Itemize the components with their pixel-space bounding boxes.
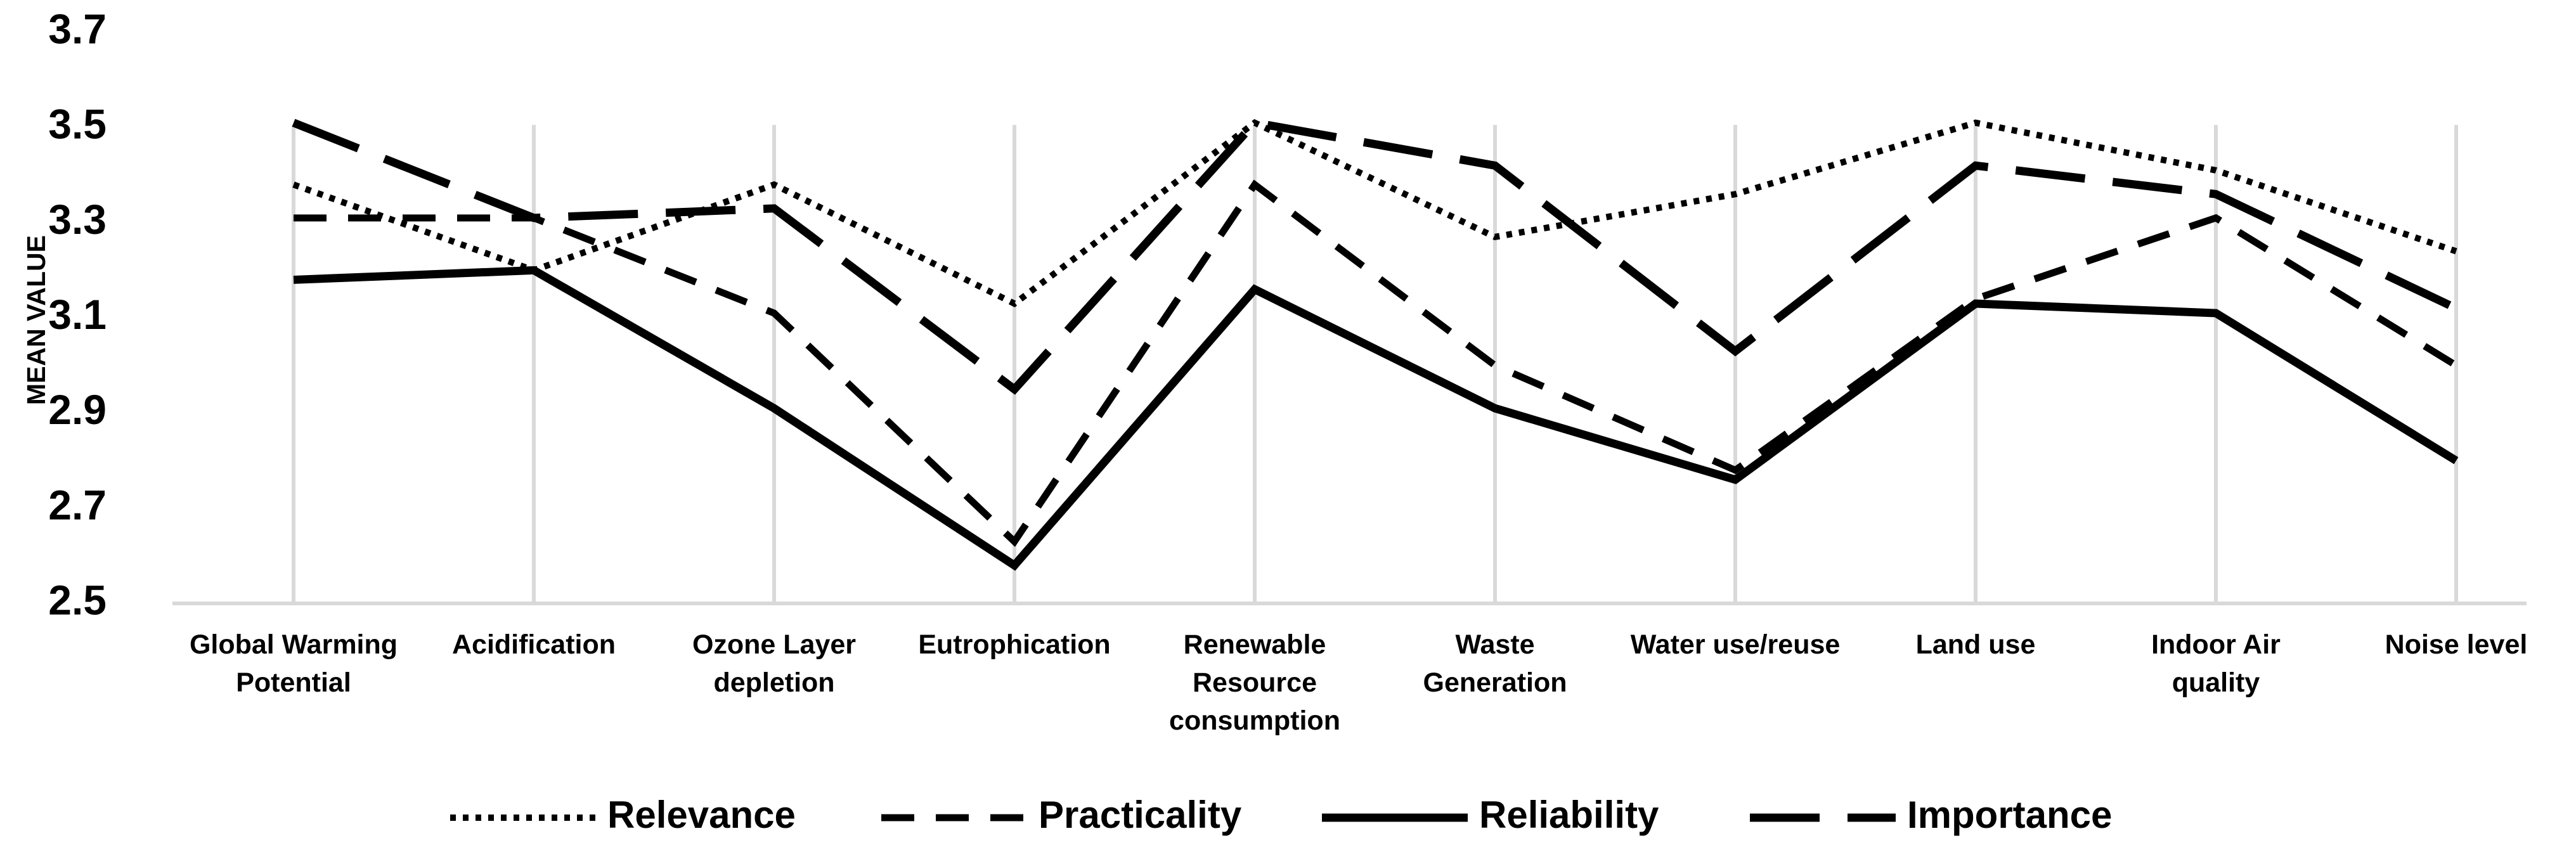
y-tick-label: 2.9 bbox=[48, 386, 107, 433]
legend-label-practicality: Practicality bbox=[1039, 794, 1242, 836]
y-axis-label: MEAN VALUE bbox=[22, 235, 51, 405]
y-tick-label: 3.3 bbox=[48, 196, 107, 243]
x-tick-label: Global Warming Potential bbox=[190, 629, 398, 698]
x-tick-label: Acidification bbox=[452, 629, 616, 660]
legend-label-importance: Importance bbox=[1907, 794, 2112, 836]
series-lines bbox=[292, 118, 2459, 571]
legend: Relevance Practicality Reliability Importan… bbox=[450, 794, 2112, 836]
series-line-practicality bbox=[294, 179, 2458, 547]
y-tick-label: 3.1 bbox=[48, 291, 107, 338]
legend-label-relevance: Relevance bbox=[607, 794, 796, 836]
x-tick-label: Ozone Layer depletion bbox=[692, 629, 856, 698]
x-tick-label: Noise level bbox=[2385, 629, 2528, 660]
legend-label-reliability: Reliability bbox=[1479, 794, 1659, 836]
y-tick-label: 3.5 bbox=[48, 101, 107, 148]
y-tick-label: 2.7 bbox=[48, 481, 107, 528]
x-tick-label: Indoor Air quality bbox=[2151, 629, 2281, 698]
x-tick-label: Land use bbox=[1916, 629, 2036, 660]
y-tick-label: 2.5 bbox=[48, 576, 107, 623]
x-axis-ticks: Global Warming Potential Acidification Ozon… bbox=[190, 629, 2527, 736]
x-tick-label: Waste Generation bbox=[1423, 629, 1567, 698]
y-axis-ticks: 2.5 2.7 2.9 3.1 3.3 3.5 3.7 bbox=[48, 5, 107, 623]
gridlines bbox=[172, 125, 2527, 605]
series-line-reliability bbox=[293, 266, 2459, 571]
x-tick-label: Eutrophication bbox=[918, 629, 1110, 660]
series-line-relevance bbox=[292, 119, 2457, 307]
x-tick-label: Renewable Resource consumption bbox=[1169, 629, 1340, 736]
x-tick-label: Water use/reuse bbox=[1631, 629, 1841, 660]
y-tick-label: 3.7 bbox=[48, 5, 107, 52]
series-line-importance bbox=[292, 118, 2458, 395]
